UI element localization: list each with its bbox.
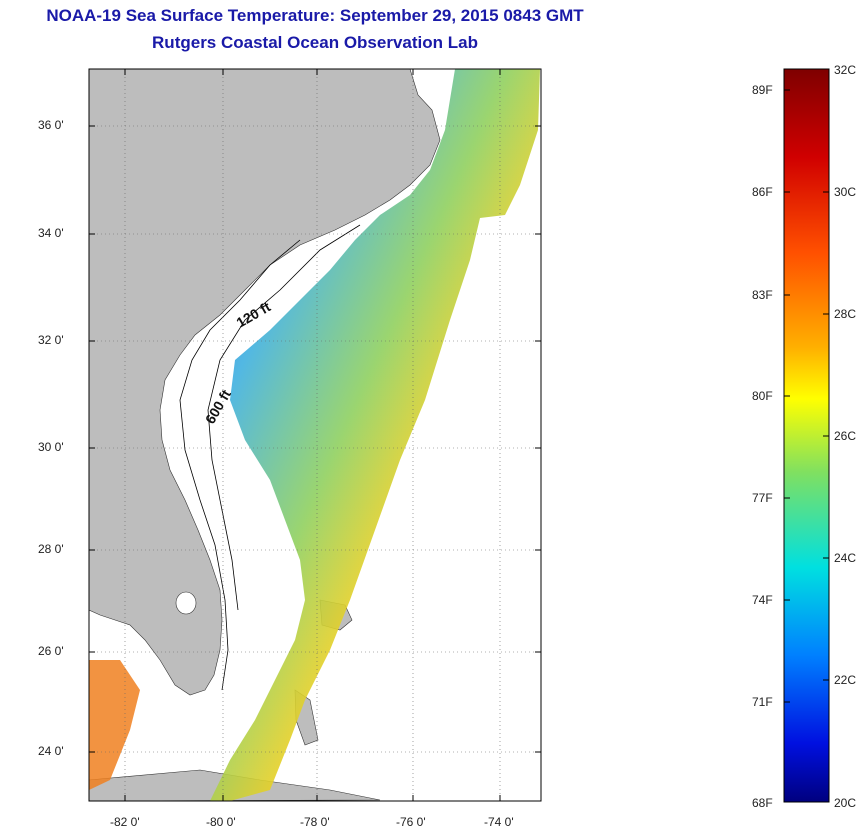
sst-swath bbox=[210, 69, 540, 801]
colorbar-f-label: 71F bbox=[752, 695, 773, 709]
lat-label: 36 0' bbox=[38, 118, 64, 132]
lon-label: -82 0' bbox=[110, 815, 140, 829]
colorbar-f-label: 89F bbox=[752, 83, 773, 97]
lon-label: -76 0' bbox=[396, 815, 426, 829]
colorbar-f-label: 83F bbox=[752, 288, 773, 302]
colorbar bbox=[783, 68, 830, 803]
lon-label: -74 0' bbox=[484, 815, 514, 829]
colorbar-c-label: 24C bbox=[834, 551, 857, 565]
colorbar-f-label: 80F bbox=[752, 389, 773, 403]
lake bbox=[175, 591, 197, 615]
colorbar-c-label: 32C bbox=[834, 63, 857, 77]
colorbar-c-label: 22C bbox=[834, 673, 857, 687]
colorbar-c-label: 26C bbox=[834, 429, 857, 443]
colorbar-f-label: 77F bbox=[752, 491, 773, 505]
lon-label: -80 0' bbox=[206, 815, 236, 829]
isobath-600ft bbox=[207, 224, 361, 611]
isobath-120ft bbox=[179, 239, 301, 691]
map-title: NOAA-19 Sea Surface Temperature: Septemb… bbox=[46, 6, 584, 25]
lat-label: 32 0' bbox=[38, 333, 64, 347]
lat-label: 34 0' bbox=[38, 226, 64, 240]
lat-label: 26 0' bbox=[38, 644, 64, 658]
colorbar-c-label: 28C bbox=[834, 307, 857, 321]
colorbar-f-label: 68F bbox=[752, 796, 773, 810]
lon-label: -78 0' bbox=[300, 815, 330, 829]
map-subtitle: Rutgers Coastal Ocean Observation Lab bbox=[152, 33, 478, 52]
map-grid bbox=[89, 69, 541, 801]
sst-patch-gulf bbox=[89, 660, 140, 790]
colorbar-c-label: 30C bbox=[834, 185, 857, 199]
lat-label: 28 0' bbox=[38, 542, 64, 556]
lat-label: 24 0' bbox=[38, 744, 64, 758]
colorbar-c-label: 20C bbox=[834, 796, 857, 810]
lat-label: 30 0' bbox=[38, 440, 64, 454]
colorbar-f-label: 86F bbox=[752, 185, 773, 199]
colorbar-f-label: 74F bbox=[752, 593, 773, 607]
land-mass bbox=[89, 69, 441, 696]
